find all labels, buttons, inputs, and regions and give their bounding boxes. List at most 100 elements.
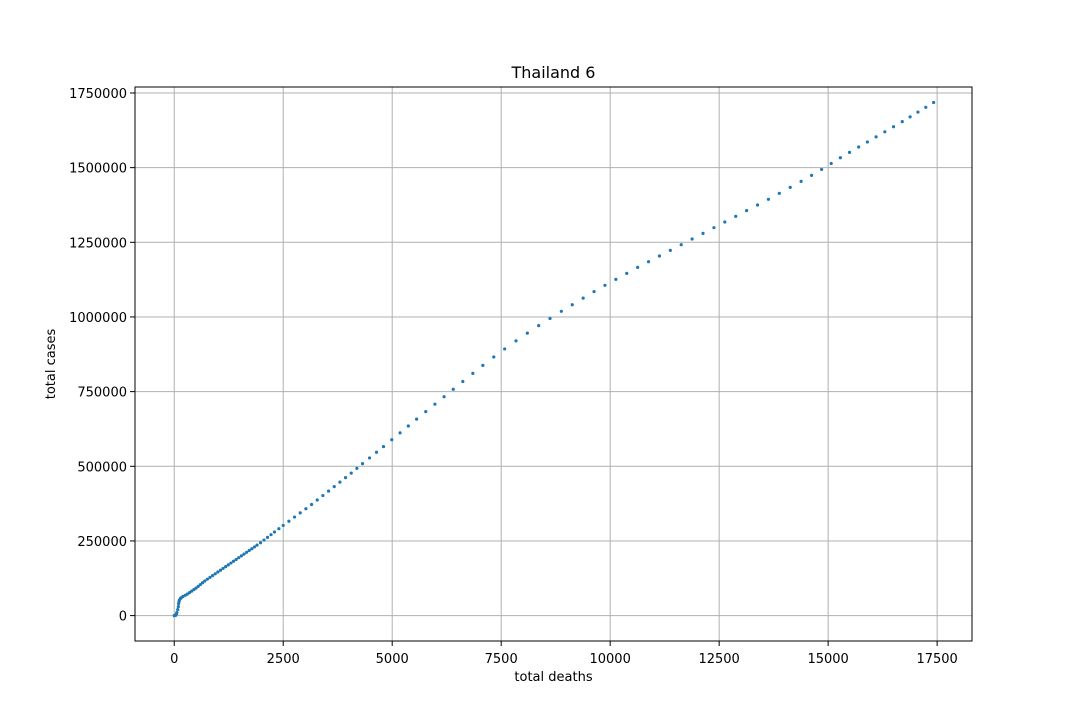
x-tick-label: 2500: [267, 652, 300, 667]
data-point: [338, 480, 342, 484]
data-point: [865, 140, 869, 144]
data-point: [916, 110, 920, 114]
data-point: [245, 550, 249, 554]
data-point: [258, 541, 263, 545]
data-point: [636, 265, 640, 269]
data-point: [367, 456, 372, 460]
data-point: [755, 203, 760, 207]
data-point: [570, 303, 574, 307]
y-tick-label: 1250000: [69, 236, 127, 251]
data-point: [646, 260, 651, 264]
x-tick-label: 15000: [807, 652, 848, 667]
data-point: [734, 214, 738, 218]
data-point: [390, 438, 394, 442]
data-point: [908, 115, 912, 119]
x-axis-title: total deaths: [514, 670, 592, 685]
data-point: [242, 552, 246, 556]
data-point: [799, 179, 803, 183]
x-tick-label: 0: [170, 652, 178, 667]
data-point: [657, 254, 662, 258]
data-point: [503, 347, 507, 351]
y-axis-title: total cases: [44, 329, 59, 400]
data-point: [374, 450, 379, 454]
scatter-points: [172, 100, 936, 618]
y-tick-label: 1750000: [69, 87, 127, 102]
grid: [135, 87, 972, 641]
data-point: [262, 538, 266, 542]
data-point: [809, 173, 814, 178]
data-point: [603, 283, 607, 287]
data-point: [229, 561, 233, 565]
x-tick-label: 12500: [698, 652, 739, 667]
data-point: [891, 125, 896, 129]
plot-frame: [134, 86, 973, 642]
data-point: [766, 197, 771, 201]
data-point: [820, 167, 824, 172]
data-point: [355, 466, 359, 470]
y-tick-label: 250000: [77, 535, 127, 550]
data-point: [309, 502, 314, 507]
data-point: [255, 543, 259, 547]
data-point: [221, 566, 225, 571]
data-point: [265, 535, 270, 539]
data-point: [559, 309, 563, 313]
data-point: [224, 565, 228, 569]
data-point: [924, 105, 928, 109]
data-point: [614, 277, 618, 281]
data-point: [514, 339, 518, 343]
data-point: [205, 577, 209, 581]
y-tick-label: 0: [119, 610, 127, 625]
y-tick-label: 1500000: [69, 162, 127, 177]
data-point: [321, 493, 325, 498]
data-point: [548, 316, 552, 321]
data-point: [932, 100, 936, 105]
data-point: [847, 150, 852, 155]
data-point: [332, 484, 336, 489]
data-point: [461, 379, 465, 384]
data-point: [398, 431, 402, 435]
y-tick-label: 500000: [77, 460, 127, 475]
data-point: [196, 584, 200, 588]
data-point: [360, 462, 365, 466]
data-point: [857, 145, 861, 149]
data-point: [269, 533, 273, 537]
data-point: [745, 209, 749, 213]
x-tick-label: 7500: [485, 652, 518, 667]
data-point: [424, 410, 428, 414]
data-point: [900, 120, 904, 124]
data-point: [829, 161, 833, 166]
x-axis-ticks: 0 2500 5000 7500 10000 12500 15000 17500: [170, 641, 958, 667]
data-point: [226, 563, 230, 567]
data-point: [326, 489, 331, 493]
y-tick-label: 750000: [77, 386, 127, 401]
data-point: [406, 424, 410, 428]
y-axis-ticks: 0 250000 500000 750000 1000000 1250000 1500000…: [69, 87, 135, 625]
data-point: [788, 185, 792, 189]
data-point: [883, 130, 887, 134]
data-point: [690, 237, 694, 241]
data-point: [668, 248, 672, 252]
data-point: [239, 554, 243, 558]
data-point: [481, 363, 485, 367]
chart-title: Thailand 6: [511, 63, 596, 82]
data-point: [471, 371, 475, 376]
data-point: [208, 575, 212, 579]
data-point: [247, 548, 251, 553]
data-point: [415, 417, 419, 421]
x-tick-label: 5000: [376, 652, 409, 667]
data-point: [176, 605, 180, 609]
data-point: [231, 559, 236, 563]
data-point: [218, 568, 223, 572]
data-point: [298, 511, 302, 515]
data-point: [216, 570, 220, 574]
data-point: [712, 226, 716, 230]
data-point: [200, 581, 205, 585]
data-point: [349, 471, 353, 475]
data-point: [451, 387, 455, 391]
data-point: [252, 545, 257, 549]
data-point: [292, 515, 297, 519]
data-point: [198, 582, 202, 587]
data-point: [210, 573, 215, 578]
